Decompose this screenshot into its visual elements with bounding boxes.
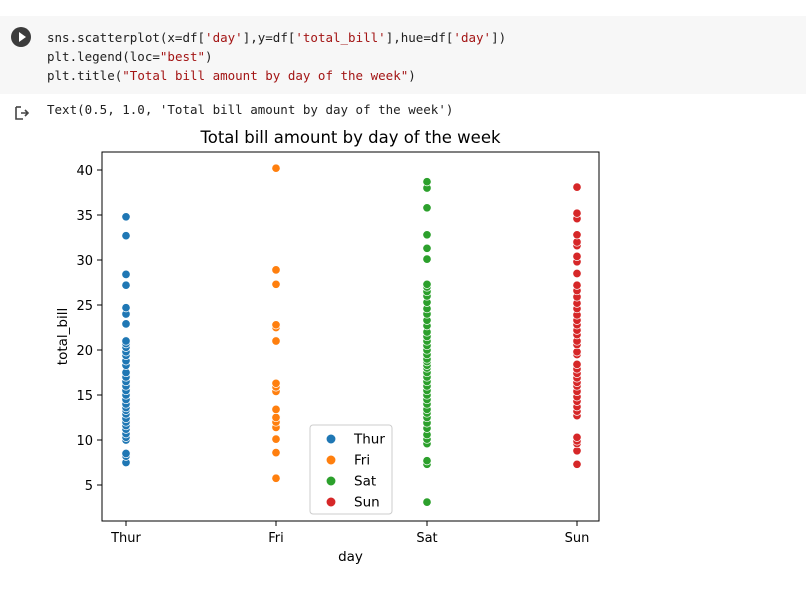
data-point	[422, 203, 432, 213]
legend-label: Thur	[353, 432, 385, 448]
data-point	[572, 182, 582, 192]
code-editor[interactable]: sns.scatterplot(x=df['day'],y=df['total_…	[47, 28, 506, 85]
y-tick-label: 20	[76, 344, 93, 359]
data-point	[572, 280, 582, 290]
play-icon[interactable]	[11, 27, 31, 47]
y-tick-label: 10	[76, 434, 93, 449]
y-tick-label: 5	[85, 479, 93, 494]
data-point	[121, 231, 131, 241]
data-point	[121, 448, 131, 459]
data-point	[121, 336, 131, 346]
plot-frame	[101, 151, 600, 522]
legend-marker	[325, 433, 337, 445]
data-point	[572, 230, 582, 240]
y-axis: 5 10 15 20 25 30 35 40	[76, 164, 102, 494]
data-point	[422, 456, 432, 466]
data-point	[121, 319, 131, 329]
legend-label: Fri	[354, 453, 370, 469]
data-point	[271, 378, 281, 388]
legend: Thur Fri Sat Sun	[309, 424, 393, 515]
data-point	[271, 404, 281, 414]
data-point	[271, 448, 281, 458]
data-point	[271, 265, 281, 275]
data-point	[271, 320, 281, 330]
legend-label: Sun	[354, 495, 380, 511]
data-point	[572, 359, 582, 369]
x-tick-label: Fri	[268, 531, 284, 546]
legend-marker	[325, 496, 337, 508]
data-point	[271, 163, 281, 173]
data-point	[271, 336, 281, 346]
y-tick-label: 35	[76, 209, 93, 224]
code-line: plt.legend(loc="best")	[47, 49, 213, 64]
data-point	[572, 208, 582, 218]
x-axis: Thur Fri Sat Sun	[110, 521, 589, 546]
data-point	[572, 268, 582, 279]
data-point	[121, 280, 131, 290]
chart-title: Total bill amount by day of the week	[199, 128, 501, 147]
data-point	[271, 473, 281, 483]
legend-label: Sat	[354, 474, 376, 490]
x-tick-label: Sat	[416, 531, 437, 546]
data-point	[422, 230, 432, 240]
series-thur	[121, 212, 131, 468]
data-point	[422, 243, 432, 253]
data-point	[121, 269, 131, 279]
code-cell[interactable]: sns.scatterplot(x=df['day'],y=df['total_…	[0, 16, 806, 94]
code-line: sns.scatterplot(x=df['day'],y=df['total_…	[47, 30, 507, 45]
data-point	[422, 254, 432, 264]
y-tick-label: 30	[76, 254, 93, 269]
data-point	[121, 212, 131, 222]
x-tick-label: Thur	[110, 531, 141, 546]
data-point	[572, 459, 582, 469]
data-point	[422, 177, 432, 187]
data-point	[572, 251, 582, 261]
data-point	[572, 432, 582, 442]
y-tick-label: 15	[76, 389, 93, 404]
series-sun	[572, 182, 582, 469]
legend-box	[309, 424, 393, 515]
x-axis-label: day	[338, 549, 363, 565]
legend-marker	[325, 454, 337, 466]
output-text: Text(0.5, 1.0, 'Total bill amount by day…	[47, 102, 454, 117]
data-point	[422, 497, 432, 507]
code-line: plt.title("Total bill amount by day of t…	[47, 68, 416, 83]
data-point	[422, 279, 432, 289]
output-arrow-icon	[15, 106, 30, 120]
legend-marker	[325, 475, 337, 487]
data-point	[271, 434, 281, 444]
y-axis-label: total_bill	[55, 308, 71, 365]
y-tick-label: 40	[76, 164, 93, 179]
data-point	[271, 412, 281, 423]
series-sat	[422, 177, 432, 507]
data-point	[271, 279, 281, 289]
data-points	[121, 163, 582, 507]
y-tick-label: 25	[76, 299, 93, 314]
series-fri	[271, 163, 281, 483]
data-point	[121, 303, 131, 313]
x-tick-label: Sun	[565, 531, 590, 546]
